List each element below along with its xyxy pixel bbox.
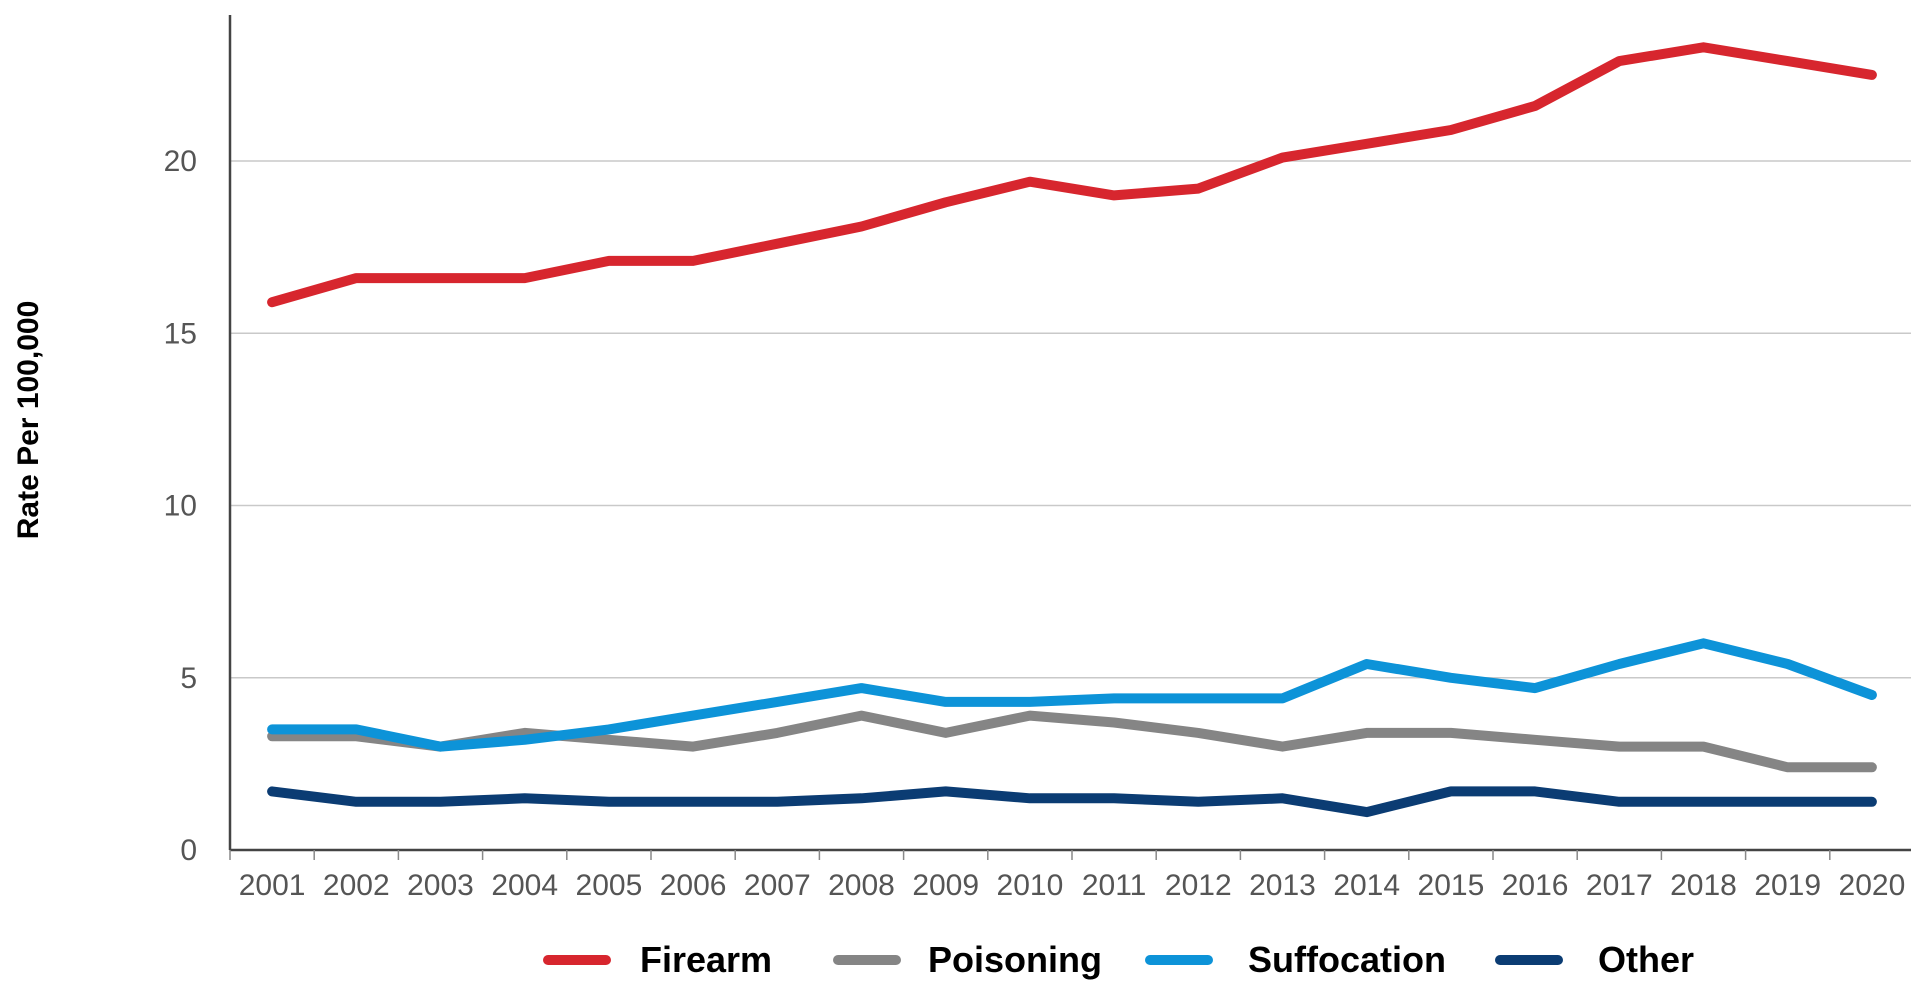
x-tick-label: 2019 bbox=[1754, 869, 1821, 902]
x-tick-label: 2016 bbox=[1502, 869, 1569, 902]
x-tick-label: 2005 bbox=[576, 869, 643, 902]
x-tick-label: 2004 bbox=[491, 869, 558, 902]
y-tick-label: 5 bbox=[180, 662, 197, 695]
x-tick-label: 2008 bbox=[828, 869, 895, 902]
x-tick-label: 2007 bbox=[744, 869, 811, 902]
x-tick-label: 2001 bbox=[239, 869, 306, 902]
gridlines bbox=[230, 160, 1911, 679]
x-tick-label: 2013 bbox=[1249, 869, 1316, 902]
y-tick-label: 10 bbox=[164, 490, 197, 523]
series-line-other bbox=[267, 786, 1877, 818]
y-axis-ticks: 0 5 10 15 20 bbox=[164, 145, 197, 867]
x-tick-label: 2006 bbox=[660, 869, 727, 902]
x-tick-label: 2014 bbox=[1333, 869, 1400, 902]
legend-label-poisoning: Poisoning bbox=[928, 939, 1102, 980]
x-tick-label: 2002 bbox=[323, 869, 390, 902]
series-lines bbox=[267, 42, 1877, 818]
series-line-suffocation bbox=[267, 638, 1877, 752]
x-tick-label: 2011 bbox=[1082, 869, 1147, 902]
y-tick-label: 20 bbox=[164, 145, 197, 178]
legend: Firearm Poisoning Suffocation Other bbox=[543, 939, 1694, 980]
x-tick-label: 2012 bbox=[1165, 869, 1232, 902]
legend-label-suffocation: Suffocation bbox=[1248, 939, 1446, 980]
axes bbox=[228, 15, 1911, 852]
x-tick-label: 2010 bbox=[997, 869, 1064, 902]
x-tick-label: 2017 bbox=[1586, 869, 1653, 902]
y-tick-label: 0 bbox=[180, 834, 197, 867]
x-tick-label: 2018 bbox=[1670, 869, 1737, 902]
x-tick-label: 2020 bbox=[1839, 869, 1906, 902]
y-axis-label: Rate Per 100,000 bbox=[12, 301, 45, 540]
x-tick-label: 2009 bbox=[912, 869, 979, 902]
x-axis-ticks: 2001 2002 2003 2004 2005 2006 2007 2008 2009 2010… bbox=[229, 850, 1906, 902]
legend-label-firearm: Firearm bbox=[640, 939, 772, 980]
legend-label-other: Other bbox=[1598, 939, 1694, 980]
x-tick-label: 2003 bbox=[407, 869, 474, 902]
series-line-firearm bbox=[267, 42, 1877, 308]
y-tick-label: 15 bbox=[164, 317, 197, 350]
x-tick-label: 2015 bbox=[1418, 869, 1485, 902]
